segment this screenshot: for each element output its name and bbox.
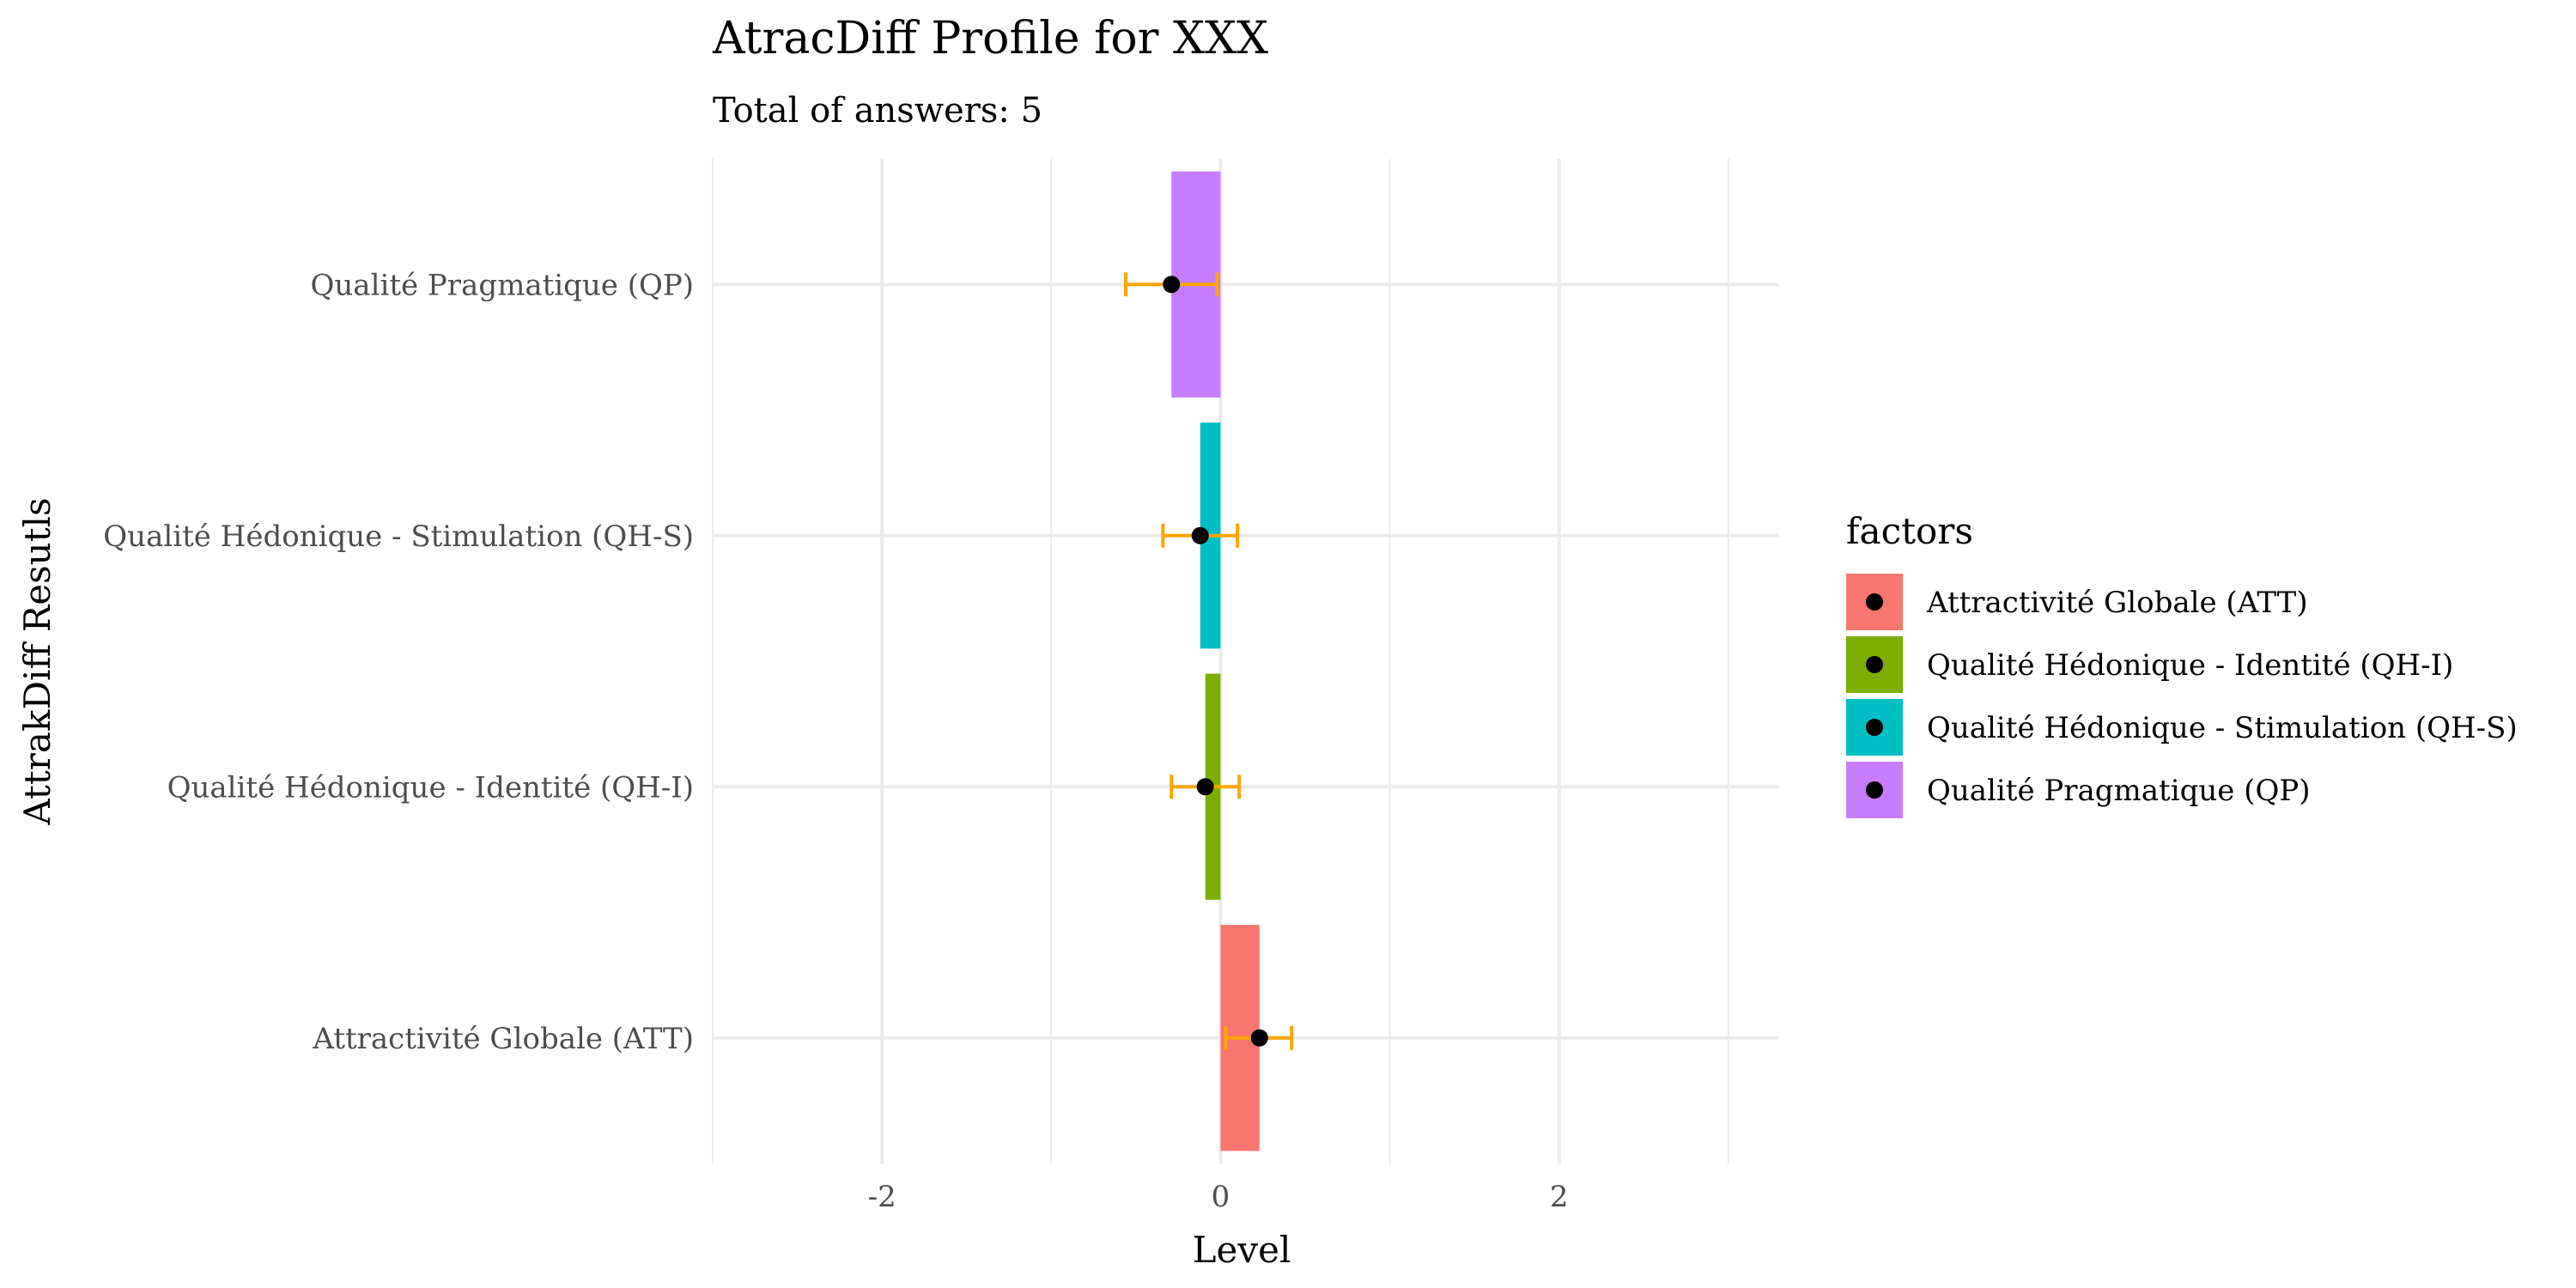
x-axis-title: Level [1193, 1229, 1291, 1271]
mean-points [1163, 276, 1268, 1047]
mean-point [1191, 526, 1209, 544]
legend-label: Attractivité Globale (ATT) [1926, 586, 2308, 620]
error-bars [1124, 272, 1294, 1050]
legend-key-point [1866, 719, 1883, 736]
legend-label: Qualité Hédonique - Stimulation (QH-S) [1927, 711, 2518, 745]
legend-label: Qualité Pragmatique (QP) [1927, 774, 2310, 808]
legend-entry: Qualité Hédonique - Identité (QH-I) [1846, 636, 2453, 693]
mean-point [1250, 1029, 1268, 1047]
legend-key-point [1866, 593, 1883, 611]
chart-title: AtracDiff Profile for XXX [712, 13, 1268, 64]
legend-key-point [1866, 656, 1883, 673]
legend: factors Attractivité Globale (ATT) Qualit… [1846, 510, 2518, 818]
mean-point [1163, 276, 1181, 294]
y-axis-title: AttrakDiff Resutls [16, 497, 58, 825]
x-tick-label: 2 [1550, 1180, 1569, 1214]
legend-key-point [1866, 781, 1883, 799]
legend-entry: Attractivité Globale (ATT) [1846, 574, 2308, 630]
legend-label: Qualité Hédonique - Identité (QH-I) [1927, 648, 2453, 683]
y-tick-label: Qualité Pragmatique (QP) [311, 268, 694, 302]
chart-subtitle: Total of answers: 5 [713, 91, 1042, 131]
y-tick-label: Qualité Hédonique - Identité (QH-I) [167, 770, 694, 805]
legend-entry: Qualité Hédonique - Stimulation (QH-S) [1846, 699, 2518, 756]
mean-point [1196, 778, 1214, 796]
x-tick-label: -2 [868, 1180, 896, 1214]
x-axis-tick-labels: -2 0 2 [868, 1180, 1569, 1214]
legend-entry: Qualité Pragmatique (QP) [1846, 762, 2310, 818]
x-tick-label: 0 [1212, 1180, 1230, 1214]
y-axis-tick-labels: Attractivité Globale (ATT) Qualité Hédoni… [103, 268, 694, 1056]
legend-entries: Attractivité Globale (ATT) Qualité Hédoni… [1846, 574, 2518, 818]
y-tick-label: Attractivité Globale (ATT) [312, 1022, 694, 1056]
y-tick-label: Qualité Hédonique - Stimulation (QH-S) [103, 519, 694, 554]
legend-title: factors [1846, 510, 1973, 552]
